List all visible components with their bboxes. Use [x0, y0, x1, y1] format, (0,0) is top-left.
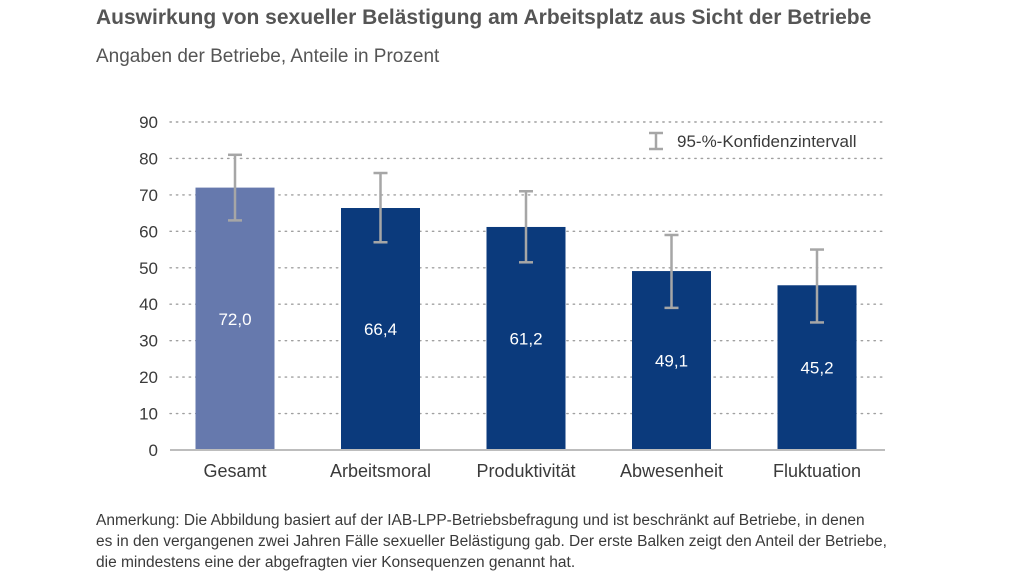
y-tick-label: 0 — [149, 441, 158, 460]
y-tick-label: 80 — [139, 149, 158, 168]
data-label: 66,4 — [364, 320, 397, 339]
bar — [486, 226, 566, 450]
data-label: 45,2 — [800, 359, 833, 378]
x-tick-label: Produktivität — [476, 461, 575, 481]
footnote-line: die mindestens eine der abgefragten vier… — [96, 554, 576, 571]
y-tick-label: 50 — [139, 259, 158, 278]
y-tick-label: 90 — [139, 113, 158, 132]
x-tick-label: Fluktuation — [773, 461, 861, 481]
data-label: 49,1 — [655, 352, 688, 371]
footnote-line: es in den vergangenen zwei Jahren Fälle … — [96, 533, 887, 550]
x-tick-label: Abwesenheit — [620, 461, 723, 481]
bar — [341, 208, 420, 450]
y-tick-label: 30 — [139, 332, 158, 351]
chart-title: Auswirkung von sexueller Belästigung am … — [96, 6, 872, 29]
y-tick-label: 40 — [139, 295, 158, 314]
x-tick-label: Gesamt — [203, 461, 266, 481]
data-label: 61,2 — [509, 329, 542, 348]
bar-chart: 0 10 20 30 40 50 60 70 80 90 72,0 Gesamt 66,4 Arbeits… — [139, 113, 886, 481]
y-tick-label: 20 — [139, 368, 158, 387]
footnote-line: Anmerkung: Die Abbildung basiert auf der… — [96, 512, 865, 529]
y-tick-label: 10 — [139, 405, 158, 424]
legend-label: 95-%-Konfidenzintervall — [677, 132, 857, 151]
chart-subtitle: Angaben der Betriebe, Anteile in Prozent — [96, 46, 440, 67]
bar — [195, 187, 275, 450]
y-tick-label: 60 — [139, 222, 158, 241]
data-label: 72,0 — [218, 310, 251, 329]
y-tick-label: 70 — [139, 186, 158, 205]
x-tick-label: Arbeitsmoral — [330, 461, 431, 481]
footnote: Anmerkung: Die Abbildung basiert auf der… — [96, 510, 996, 573]
